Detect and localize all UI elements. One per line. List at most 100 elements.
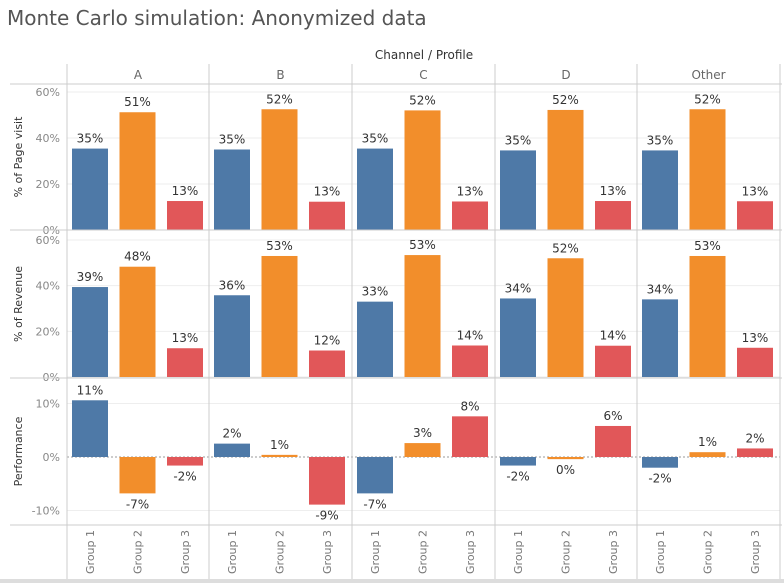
x-tick-label: Group 1 [369,530,382,574]
bar-Other-Group-1 [642,299,678,377]
x-tick-label: Group 3 [321,530,334,574]
x-tick-label: Group 2 [560,530,573,574]
bar-D-Group-2 [547,109,584,230]
bottom-scrollbar [0,579,784,583]
data-label: 13% [172,184,199,198]
data-label: 51% [124,95,151,109]
x-tick-label: Group 3 [749,530,762,574]
bar-A-Group-1 [72,400,108,457]
x-tick-label: Group 3 [607,530,620,574]
bar-D-Group-1 [500,298,536,377]
data-label: 11% [77,383,104,397]
data-label: 52% [694,92,721,106]
chart-title: Monte Carlo simulation: Anonymized data [7,6,427,30]
bar-Other-Group-1 [642,457,678,468]
data-label: 13% [742,331,769,345]
bar-A-Group-1 [72,148,108,230]
data-label: 6% [603,409,622,423]
x-tick-label: Group 3 [179,530,192,574]
data-label: 14% [600,329,627,343]
x-tick-label: Group 2 [417,530,430,574]
bar-C-Group-2 [404,255,441,377]
data-label: 13% [742,184,769,198]
data-label: 39% [77,270,104,284]
data-label: 52% [409,93,436,107]
data-label: -2% [648,472,671,486]
data-label: 35% [77,132,104,146]
column-header-A: A [134,68,143,82]
data-label: 2% [222,427,241,441]
bar-Other-Group-2 [689,109,726,230]
bar-Other-Group-3 [737,347,773,377]
bar-A-Group-2 [119,112,156,230]
x-tick-label: Group 1 [654,530,667,574]
data-label: 13% [457,184,484,198]
x-tick-label: Group 2 [702,530,715,574]
data-label: 8% [460,399,479,413]
x-tick-label: Group 1 [226,530,239,574]
data-label: 34% [647,282,674,296]
bar-B-Group-2 [261,255,298,377]
data-label: 52% [552,93,579,107]
bar-D-Group-3 [595,201,631,230]
data-label: 1% [698,435,717,449]
data-label: -7% [126,497,149,511]
bar-D-Group-2 [547,457,584,460]
bar-C-Group-3 [452,416,488,457]
data-label: 0% [556,463,575,477]
bar-B-Group-3 [309,201,345,230]
column-header-title: Channel / Profile [375,48,473,62]
y-axis-label: % of Page visit [12,116,25,198]
data-label: 13% [600,184,627,198]
column-header-C: C [419,68,427,82]
data-label: 52% [552,241,579,255]
bar-C-Group-1 [357,457,393,494]
data-label: 52% [266,92,293,106]
data-label: 1% [270,438,289,452]
bar-Other-Group-3 [737,448,773,457]
bar-C-Group-1 [357,301,393,377]
column-header-Other: Other [691,68,725,82]
y-tick-label: 0% [43,451,60,464]
bar-D-Group-3 [595,425,631,457]
data-label: 3% [413,426,432,440]
x-tick-label: Group 1 [512,530,525,574]
data-label: 35% [362,132,389,146]
data-label: 13% [172,331,199,345]
x-tick-label: Group 1 [84,530,97,574]
y-axis-label: % of Revenue [12,266,25,342]
bar-A-Group-3 [167,201,203,230]
bar-A-Group-2 [119,457,156,494]
bar-Other-Group-3 [737,201,773,230]
bar-B-Group-3 [309,457,345,505]
bar-Other-Group-2 [689,255,726,377]
bar-A-Group-3 [167,457,203,466]
data-label: 35% [647,133,674,147]
bar-C-Group-2 [404,443,441,457]
bar-D-Group-1 [500,150,536,230]
data-label: 36% [219,278,246,292]
data-label: 2% [745,431,764,445]
y-tick-label: 20% [36,325,60,338]
data-label: 53% [694,239,721,253]
column-header-D: D [561,68,570,82]
bar-C-Group-2 [404,110,441,230]
data-label: 33% [362,285,389,299]
data-label: 35% [505,133,532,147]
bar-D-Group-3 [595,345,631,377]
bar-D-Group-1 [500,457,536,466]
y-tick-label: -10% [32,505,60,518]
bar-A-Group-1 [72,287,108,377]
bar-C-Group-3 [452,201,488,230]
bar-B-Group-1 [214,443,250,457]
column-header-B: B [276,68,284,82]
bar-C-Group-3 [452,345,488,377]
data-label: -7% [363,497,386,511]
bar-Other-Group-2 [689,452,726,457]
bar-A-Group-3 [167,348,203,377]
data-label: 53% [409,238,436,252]
bar-A-Group-2 [119,266,156,377]
bar-B-Group-2 [261,109,298,230]
